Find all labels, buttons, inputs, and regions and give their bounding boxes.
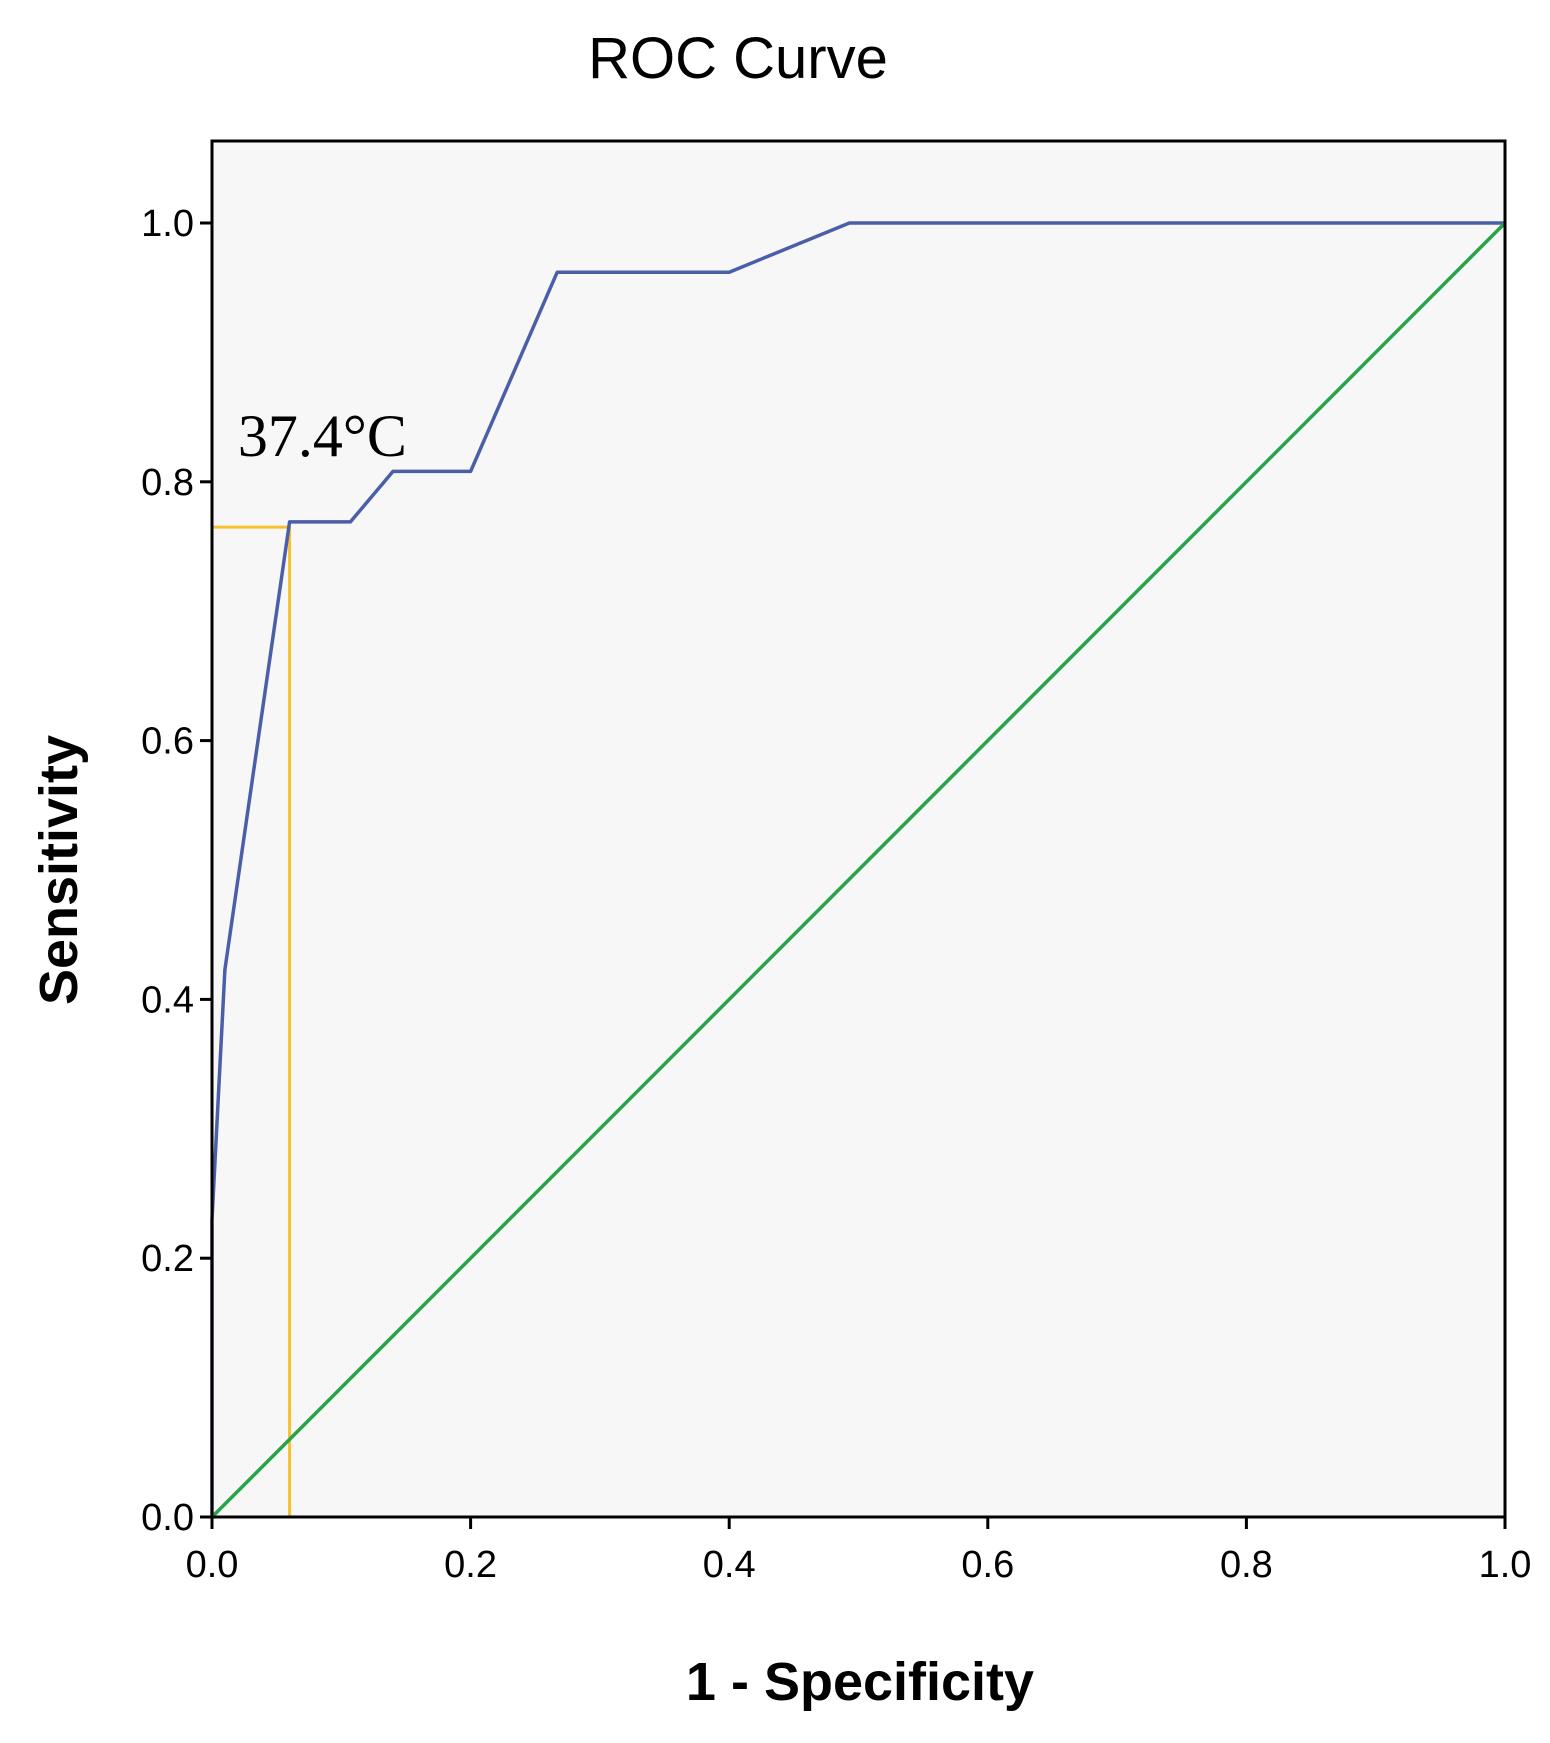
plot-area: [212, 141, 1505, 1517]
x-tick-label: 0.4: [703, 1544, 756, 1586]
y-tick-label: 0.0: [141, 1497, 194, 1539]
y-axis-title: Sensitivity: [29, 735, 89, 1005]
y-tick-label: 0.2: [141, 1238, 194, 1280]
y-tick-label: 0.4: [141, 979, 194, 1021]
x-axis-title: 1 - Specificity: [686, 1652, 1034, 1712]
y-tick-label: 0.8: [141, 462, 194, 504]
x-tick-label: 0.6: [961, 1544, 1014, 1586]
x-tick-label: 0.8: [1220, 1544, 1273, 1586]
y-tick-label: 0.6: [141, 721, 194, 763]
x-tick-label: 1.0: [1479, 1544, 1532, 1586]
cutoff-annotation: 37.4°C: [238, 403, 407, 469]
roc-curve-line: [210, 221, 1505, 1517]
x-tick-label: 0.0: [186, 1544, 239, 1586]
reference-diagonal-line: [210, 221, 1507, 1519]
y-tick-label: 1.0: [141, 203, 194, 245]
chart-title: ROC Curve: [588, 26, 888, 91]
x-tick-label: 0.2: [444, 1544, 497, 1586]
plot-frame: [210, 139, 1507, 1519]
